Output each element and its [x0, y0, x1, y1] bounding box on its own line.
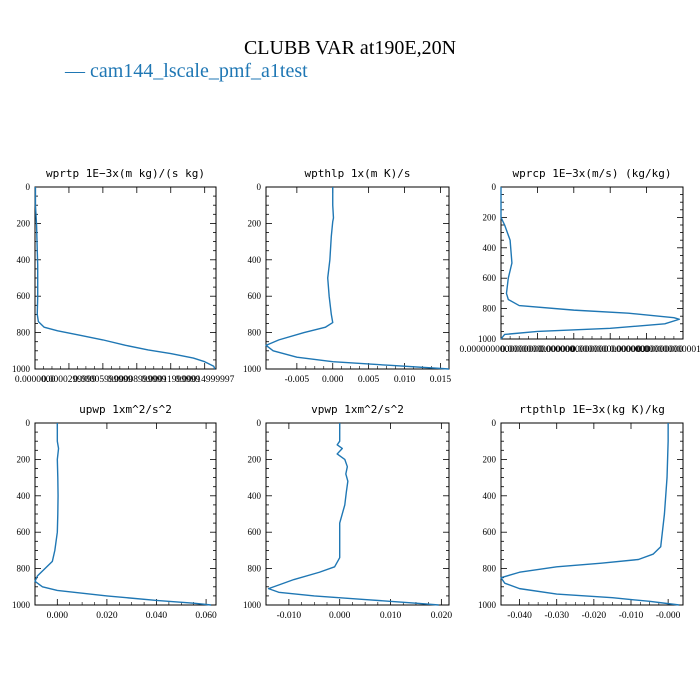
subplot-title: rtpthlp 1E−3x(kg K)/kg	[519, 403, 665, 416]
x-tick-label: 0.020	[96, 611, 118, 621]
subplot-3: wprcp 1E−3x(m/s) (kg/kg) 0 200 400 600 800 100…	[459, 167, 700, 355]
x-tick-label: 0.000	[47, 611, 69, 621]
y-tick-label: 1000	[243, 364, 262, 374]
x-tick-label: 0.0000000000000000	[459, 345, 542, 355]
plot-frame	[500, 422, 684, 606]
y-tick-label: 800	[483, 304, 497, 314]
plot-frame	[265, 186, 450, 370]
x-tick-label: -0.010	[619, 611, 644, 621]
x-tick-label: 0.00005999999	[73, 375, 133, 385]
y-tick-label: 200	[483, 454, 497, 464]
plot-frame	[34, 422, 217, 606]
y-tick-label: 800	[17, 328, 31, 338]
y-tick-label: 600	[248, 291, 262, 301]
y-tick-label: 200	[17, 218, 31, 228]
y-tick-label: 1000	[478, 334, 497, 344]
x-tick-label: 0.020	[431, 611, 453, 621]
y-tick-label: 200	[248, 218, 262, 228]
x-tick-label: -0.030	[544, 611, 569, 621]
x-tick-label: 0.040	[146, 611, 168, 621]
y-tick-label: 0	[492, 182, 497, 192]
y-tick-label: 200	[17, 454, 31, 464]
y-tick-label: 1000	[12, 364, 31, 374]
x-tick-label: 0.0000299999	[42, 375, 97, 385]
x-tick-label: -0.005	[285, 375, 310, 385]
series-line	[265, 187, 450, 370]
subplot-2: wpthlp 1x(m K)/s 0 200 400 600 800 1000 -0.005 0…	[243, 167, 451, 385]
y-tick-label: 1000	[12, 600, 31, 610]
x-tick-label: 0.00008999999	[107, 375, 167, 385]
x-tick-label: 0.015	[430, 375, 452, 385]
x-tick-label: 0.0000000	[15, 375, 56, 385]
x-tick-label: -0.010	[277, 611, 302, 621]
x-tick-label: 0.060	[195, 611, 217, 621]
y-tick-label: 1000	[478, 600, 497, 610]
x-tick-label: 0.000	[322, 375, 344, 385]
x-tick-label: 0.000000000001000000	[637, 345, 700, 355]
y-tick-label: 600	[248, 527, 262, 537]
y-tick-label: 800	[17, 564, 31, 574]
series-line	[34, 187, 216, 370]
y-tick-label: 400	[483, 491, 497, 501]
plot-frame	[265, 422, 450, 606]
subplot-4: upwp 1xm^2/s^2 0 200 400 600 800 1000 0.000 0.02…	[12, 403, 217, 621]
subplot-6: rtpthlp 1E−3x(kg K)/kg02004006008001000-…	[478, 403, 684, 621]
subplot-title: vpwp 1xm^2/s^2	[311, 403, 404, 416]
x-tick-label: 0.005	[358, 375, 380, 385]
x-tick-label: -0.040	[507, 611, 532, 621]
y-tick-label: 800	[483, 564, 497, 574]
y-tick-label: 800	[248, 564, 262, 574]
legend-entry: — cam144_lscale_pmf_a1test	[65, 60, 308, 82]
subplot-5: vpwp 1xm^2/s^2 0 200 400 600 800 1000 -0.010 0.0…	[243, 403, 452, 621]
x-tick-label: -0.000	[656, 611, 681, 621]
series-line	[500, 423, 680, 606]
x-tick-label: 0.00011999999	[141, 375, 200, 385]
subplot-1: wprtp 1E−3x(m kg)/(s kg) 0 200 400 600 800 100…	[12, 167, 235, 385]
y-tick-label: 600	[17, 291, 31, 301]
series-line	[500, 187, 681, 340]
y-tick-label: 600	[17, 527, 31, 537]
y-tick-label: 600	[483, 273, 497, 283]
figure-title: CLUBB VAR at190E,20N	[243, 37, 457, 59]
y-tick-label: 400	[17, 255, 31, 265]
series-line	[34, 423, 212, 606]
y-tick-label: 200	[483, 212, 497, 222]
x-tick-label: 0.0000000000000	[539, 345, 608, 355]
x-tick-label: 0.00000000000000	[610, 345, 684, 355]
subplot-title: wprcp 1E−3x(m/s) (kg/kg)	[513, 167, 672, 180]
x-tick-label: 0.010	[380, 611, 402, 621]
plot-frame	[34, 186, 217, 370]
y-tick-label: 400	[17, 491, 31, 501]
subplot-title: upwp 1xm^2/s^2	[79, 403, 172, 416]
x-tick-label: 0.010	[394, 375, 416, 385]
y-tick-label: 1000	[243, 600, 262, 610]
y-tick-label: 0	[257, 182, 262, 192]
y-tick-label: 400	[483, 243, 497, 253]
series-line	[267, 423, 439, 606]
subplot-title: wprtp 1E−3x(m kg)/(s kg)	[46, 167, 205, 180]
y-tick-label: 200	[248, 454, 262, 464]
y-tick-label: 600	[483, 527, 497, 537]
y-tick-label: 800	[248, 328, 262, 338]
y-tick-label: 0	[26, 418, 31, 428]
x-tick-label: -0.020	[582, 611, 607, 621]
y-tick-label: 0	[492, 418, 497, 428]
x-tick-label: 0.00000000000000	[501, 345, 575, 355]
x-tick-label: 0.000	[329, 611, 351, 621]
x-tick-label: 0.00014999997	[175, 375, 235, 385]
subplot-title: wpthlp 1x(m K)/s	[305, 167, 411, 180]
y-tick-label: 400	[248, 491, 262, 501]
x-tick-label: 0.000000000000000	[571, 345, 650, 355]
y-tick-label: 0	[26, 182, 31, 192]
y-tick-label: 0	[257, 418, 262, 428]
y-tick-label: 400	[248, 255, 262, 265]
